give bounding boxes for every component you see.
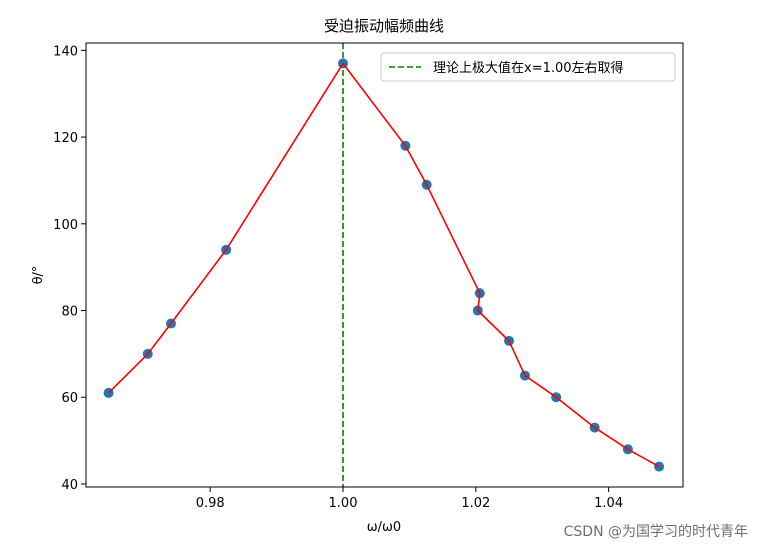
x-axis: 0.98 1.00 1.02 1.04 (196, 487, 623, 511)
y-axis-label: θ/° (31, 266, 46, 285)
x-tick-label: 0.98 (196, 496, 225, 511)
axes-frame (85, 42, 684, 488)
y-tick-label: 140 (53, 44, 78, 59)
y-tick-label: 40 (61, 478, 78, 493)
chart-title: 受迫振动幅频曲线 (324, 17, 444, 35)
x-axis-label: ω/ω0 (367, 520, 401, 535)
legend: 理论上极大值在x=1.00左右取得 (380, 52, 676, 82)
plot-area (103, 43, 665, 487)
y-axis: 40 60 80 100 120 140 (53, 44, 86, 493)
series-line (108, 62, 660, 468)
y-tick-label: 100 (53, 218, 78, 233)
y-tick-label: 80 (61, 305, 78, 320)
x-tick-label: 1.02 (461, 496, 490, 511)
x-tick-label: 1.04 (594, 496, 623, 511)
data-point (654, 461, 665, 472)
legend-box (380, 52, 676, 82)
y-tick-label: 60 (61, 391, 78, 406)
x-tick-label: 1.00 (329, 496, 358, 511)
y-tick-label: 120 (53, 131, 78, 146)
watermark-text: CSDN @为国学习的时代青年 (564, 524, 748, 540)
legend-entry-label: 理论上极大值在x=1.00左右取得 (433, 60, 624, 76)
